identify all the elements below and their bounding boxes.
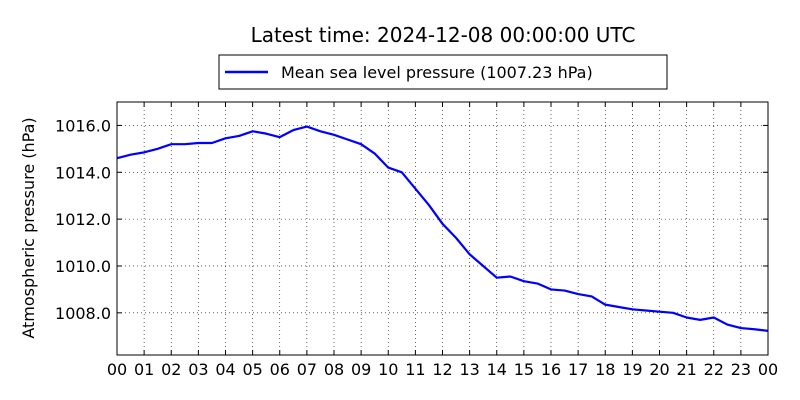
chart-title: Latest time: 2024-12-08 00:00:00 UTC <box>251 23 636 47</box>
x-tick-label: 21 <box>676 360 696 379</box>
legend-box <box>218 54 668 90</box>
x-tick-label: 11 <box>405 360 425 379</box>
x-tick-label: 02 <box>161 360 181 379</box>
x-tick-label: 18 <box>595 360 615 379</box>
x-tick-label: 13 <box>459 360 479 379</box>
x-tick-label: 00 <box>107 360 127 379</box>
y-axis-label: Atmospheric pressure (hPa) <box>19 117 38 338</box>
y-axis-ticks: 1008.0 1010.0 1012.0 1014.0 1016.0 <box>55 116 768 323</box>
y-tick-label: 1010.0 <box>55 257 111 276</box>
x-axis-ticks: 00 01 02 03 04 05 06 07 08 09 10 11 12 13 14 15 16 17 18 19… <box>107 102 778 379</box>
pressure-series-line <box>116 125 769 332</box>
x-tick-label: 06 <box>270 360 290 379</box>
x-tick-label: 00 <box>758 360 778 379</box>
x-tick-label: 07 <box>297 360 317 379</box>
legend: Mean sea level pressure (1007.23 hPa) <box>218 54 668 90</box>
x-tick-label: 15 <box>514 360 534 379</box>
x-tick-label: 03 <box>188 360 208 379</box>
x-tick-label: 04 <box>215 360 235 379</box>
x-tick-label: 08 <box>324 360 344 379</box>
x-tick-label: 17 <box>568 360 588 379</box>
x-tick-label: 12 <box>432 360 452 379</box>
y-tick-label: 1016.0 <box>55 116 111 135</box>
y-tick-label: 1012.0 <box>55 210 111 229</box>
y-tick-label: 1008.0 <box>55 304 111 323</box>
x-tick-label: 22 <box>704 360 724 379</box>
x-tick-label: 10 <box>378 360 398 379</box>
y-tick-label: 1014.0 <box>55 163 111 182</box>
x-tick-label: 20 <box>649 360 669 379</box>
plot-area <box>116 125 769 332</box>
gridlines <box>117 102 768 355</box>
x-tick-label: 14 <box>487 360 507 379</box>
plot-frame <box>116 101 769 356</box>
x-tick-label: 01 <box>134 360 154 379</box>
x-tick-label: 19 <box>622 360 642 379</box>
x-tick-label: 23 <box>731 360 751 379</box>
legend-label: Mean sea level pressure (1007.23 hPa) <box>281 63 593 82</box>
x-tick-label: 16 <box>541 360 561 379</box>
x-tick-label: 09 <box>351 360 371 379</box>
x-tick-label: 05 <box>242 360 262 379</box>
